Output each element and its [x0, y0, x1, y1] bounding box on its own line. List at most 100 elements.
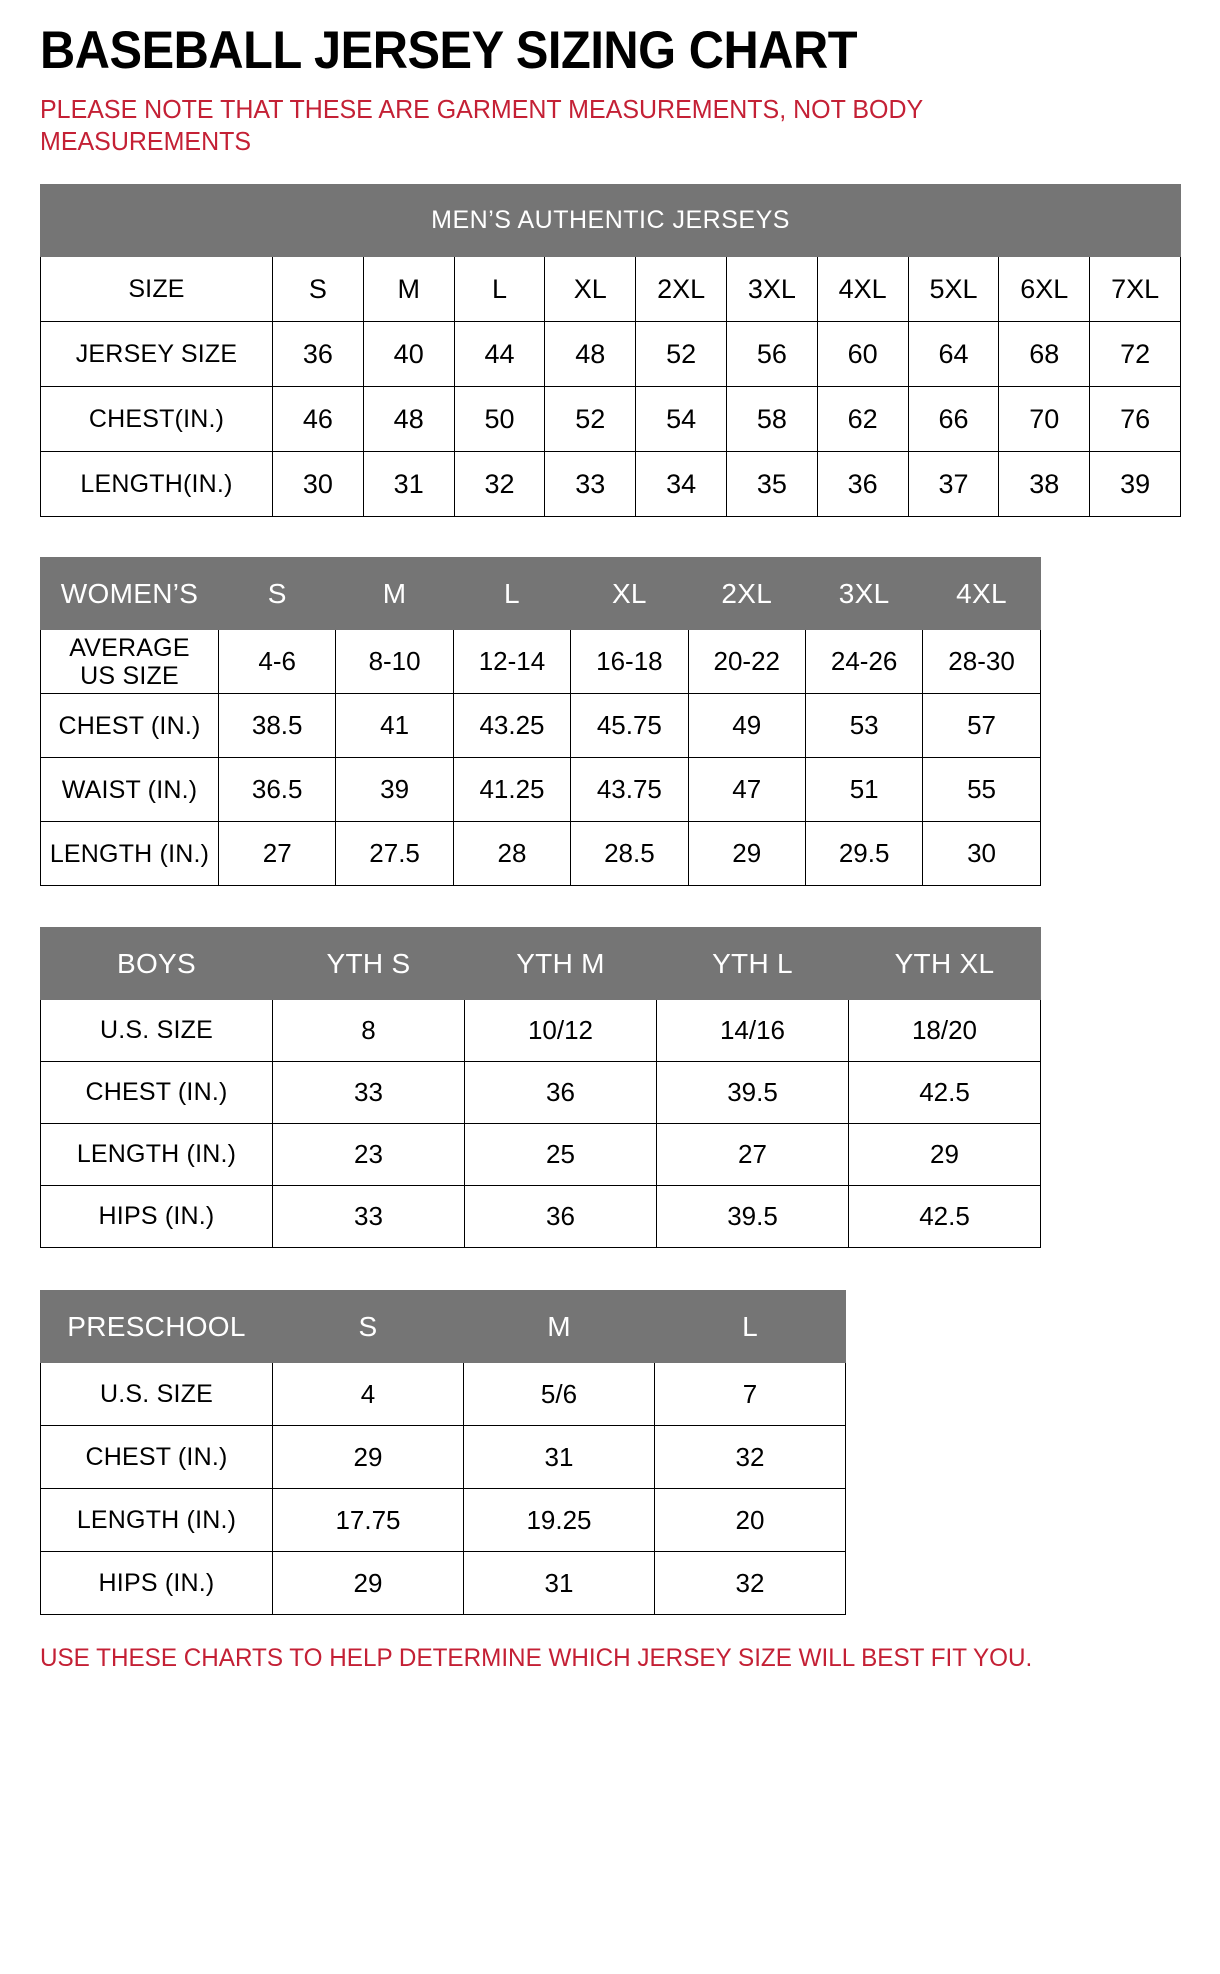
womens-cell: 28	[452, 821, 572, 886]
mens-row-label: CHEST(IN.)	[40, 386, 273, 452]
table-row: JERSEY SIZE 36 40 44 48 52 56 60 64 68 7…	[40, 321, 1182, 387]
preschool-cell: 31	[463, 1425, 655, 1489]
preschool-sizing-table: PRESCHOOL S M L U.S. SIZE 4 5/6 7 CHEST …	[40, 1290, 846, 1615]
womens-cell: 28-30	[922, 629, 1041, 694]
preschool-cell: 20	[654, 1488, 846, 1552]
mens-cell: 62	[816, 386, 909, 452]
preschool-corner-label: PRESCHOOL	[40, 1290, 273, 1363]
boys-cell: 14/16	[656, 999, 849, 1062]
table-row: HIPS (IN.) 29 31 32	[40, 1551, 846, 1615]
preschool-cell: 7	[654, 1362, 846, 1426]
mens-cell: 39	[1089, 451, 1182, 517]
womens-cell: 27	[217, 821, 337, 886]
page-title: BASEBALL JERSEY SIZING CHART	[40, 21, 858, 80]
womens-col-header: 3XL	[804, 557, 924, 630]
mens-cell: 50	[453, 386, 546, 452]
boys-row-label: U.S. SIZE	[40, 999, 273, 1062]
preschool-cell: 29	[272, 1551, 464, 1615]
preschool-table-header-row: PRESCHOOL S M L	[40, 1290, 846, 1363]
womens-cell: 8-10	[335, 629, 454, 694]
womens-cell: 51	[804, 757, 924, 822]
womens-col-header: M	[335, 557, 454, 630]
table-row: WAIST (IN.) 36.5 39 41.25 43.75 47 51 55	[40, 757, 1041, 822]
mens-col-header: 4XL	[816, 256, 909, 322]
boys-cell: 29	[848, 1123, 1041, 1186]
mens-cell: 64	[907, 321, 1000, 387]
boys-table-header-row: BOYS YTH S YTH M YTH L YTH XL	[40, 927, 1041, 1000]
mens-cell: 56	[725, 321, 818, 387]
mens-cell: 68	[998, 321, 1091, 387]
womens-cell: 41	[335, 693, 454, 758]
womens-cell: 29	[687, 821, 806, 886]
womens-row-label: CHEST (IN.)	[40, 693, 219, 758]
womens-cell: 45.75	[570, 693, 689, 758]
garment-measurement-note: PLEASE NOTE THAT THESE ARE GARMENT MEASU…	[40, 96, 923, 156]
womens-cell: 47	[687, 757, 806, 822]
preschool-cell: 29	[272, 1425, 464, 1489]
boys-col-header: YTH XL	[848, 927, 1041, 1000]
preschool-cell: 5/6	[463, 1362, 655, 1426]
womens-cell: 43.75	[570, 757, 689, 822]
preschool-col-header: S	[272, 1290, 464, 1363]
womens-cell: 57	[922, 693, 1041, 758]
womens-cell: 38.5	[217, 693, 337, 758]
womens-row-label: WAIST (IN.)	[40, 757, 219, 822]
womens-row-label-line1: AVERAGE	[69, 633, 190, 662]
mens-cell: 48	[362, 386, 455, 452]
table-row: HIPS (IN.) 33 36 39.5 42.5	[40, 1185, 1041, 1248]
table-row: U.S. SIZE 4 5/6 7	[40, 1362, 846, 1426]
boys-cell: 25	[464, 1123, 657, 1186]
womens-cell: 39	[335, 757, 454, 822]
mens-cell: 37	[907, 451, 1000, 517]
mens-row-label: JERSEY SIZE	[40, 321, 273, 387]
boys-cell: 23	[272, 1123, 465, 1186]
mens-col-header: 6XL	[998, 256, 1091, 322]
womens-col-header: 4XL	[922, 557, 1041, 630]
preschool-col-header: L	[654, 1290, 846, 1363]
boys-row-label: LENGTH (IN.)	[40, 1123, 273, 1186]
boys-cell: 10/12	[464, 999, 657, 1062]
mens-cell: 70	[998, 386, 1091, 452]
mens-cell: 72	[1089, 321, 1182, 387]
mens-cell: 36	[272, 321, 364, 387]
mens-col-header: 7XL	[1089, 256, 1182, 322]
mens-cell: 38	[998, 451, 1091, 517]
mens-cell: 52	[635, 321, 727, 387]
womens-cell: 53	[804, 693, 924, 758]
boys-row-label: CHEST (IN.)	[40, 1061, 273, 1124]
mens-cell: 34	[635, 451, 727, 517]
mens-cell: 30	[272, 451, 364, 517]
mens-cell: 31	[362, 451, 455, 517]
preschool-cell: 17.75	[272, 1488, 464, 1552]
table-row: CHEST (IN.) 29 31 32	[40, 1425, 846, 1489]
mens-cell: 76	[1089, 386, 1182, 452]
table-row: AVERAGE US SIZE 4-6 8-10 12-14 16-18 20-2…	[40, 629, 1041, 694]
mens-col-header: M	[362, 256, 455, 322]
mens-corner-label: SIZE	[40, 256, 273, 322]
womens-col-header: 2XL	[687, 557, 806, 630]
mens-col-header: L	[453, 256, 546, 322]
boys-cell: 42.5	[848, 1061, 1041, 1124]
preschool-row-label: LENGTH (IN.)	[40, 1488, 273, 1552]
womens-cell: 43.25	[452, 693, 572, 758]
boys-col-header: YTH M	[464, 927, 657, 1000]
mens-cell: 33	[544, 451, 637, 517]
womens-cell: 29.5	[804, 821, 924, 886]
mens-cell: 32	[453, 451, 546, 517]
mens-table-header-row: SIZE S M L XL 2XL 3XL 4XL 5XL 6XL 7XL	[40, 256, 1182, 322]
preschool-row-label: U.S. SIZE	[40, 1362, 273, 1426]
womens-cell: 20-22	[687, 629, 806, 694]
mens-cell: 66	[907, 386, 1000, 452]
table-row: CHEST (IN.) 33 36 39.5 42.5	[40, 1061, 1041, 1124]
boys-col-header: YTH S	[272, 927, 465, 1000]
mens-cell: 36	[816, 451, 909, 517]
mens-col-header: S	[272, 256, 364, 322]
womens-row-label: LENGTH (IN.)	[40, 821, 219, 886]
womens-cell: 36.5	[217, 757, 337, 822]
womens-cell: 16-18	[570, 629, 689, 694]
womens-sizing-table: WOMEN’S S M L XL 2XL 3XL 4XL AVERAGE US S…	[40, 557, 1041, 886]
table-row: CHEST(IN.) 46 48 50 52 54 58 62 66 70 76	[40, 386, 1182, 452]
mens-cell: 44	[453, 321, 546, 387]
chart-footer-note: USE THESE CHARTS TO HELP DETERMINE WHICH…	[40, 1644, 1033, 1672]
womens-cell: 4-6	[217, 629, 337, 694]
